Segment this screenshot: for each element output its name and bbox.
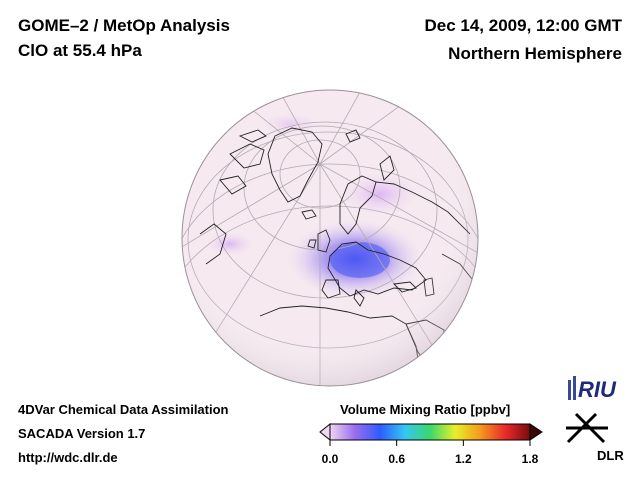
colorbar-under-arrow xyxy=(319,422,331,442)
colorbar xyxy=(319,422,543,446)
datetime-label: Dec 14, 2009, 12:00 GMT xyxy=(424,16,622,35)
colorbar-gradient xyxy=(329,423,531,441)
dlr-logo xyxy=(566,412,608,444)
region-label: Northern Hemisphere xyxy=(448,44,622,63)
globe-outline xyxy=(181,89,479,387)
colorbar-tick-label: 0.6 xyxy=(388,452,405,466)
colorbar-ticks xyxy=(329,440,531,446)
globe-map xyxy=(181,89,479,387)
colorbar-over-arrow xyxy=(529,423,543,441)
footer-line-2: SACADA Version 1.7 xyxy=(18,426,146,441)
riu-logo-text: RIU xyxy=(578,377,617,402)
species-label: ClO at 55.4 hPa xyxy=(18,41,142,60)
colorbar-tick-label: 1.8 xyxy=(521,452,539,466)
footer-url[interactable]: http://wdc.dlr.de xyxy=(18,450,118,465)
colorbar-title: Volume Mixing Ratio [ppbv] xyxy=(340,402,511,417)
footer-line-1: 4DVar Chemical Data Assimilation xyxy=(18,402,229,417)
riu-logo: RIU xyxy=(568,376,617,402)
colorbar-tick-label: 0.0 xyxy=(321,452,339,466)
dlr-logo-text: DLR xyxy=(597,448,624,463)
colorbar-tick-label: 1.2 xyxy=(454,452,472,466)
map-title: GOME–2 / MetOp Analysis xyxy=(18,16,230,35)
